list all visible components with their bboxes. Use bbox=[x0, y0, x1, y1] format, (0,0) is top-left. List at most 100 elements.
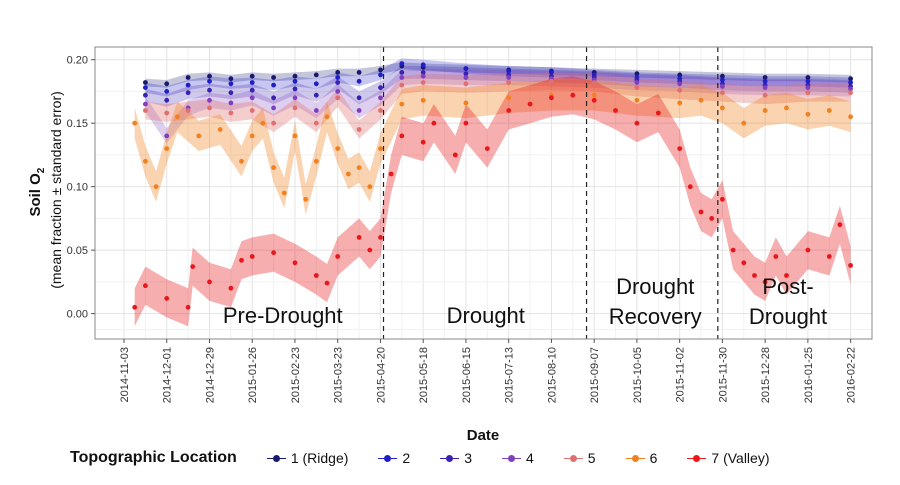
data-point-series-6 bbox=[741, 120, 747, 126]
legend: Topographic Location 1 (Ridge) 2 3 4 5 6 7 (Va… bbox=[70, 446, 890, 470]
data-point-series-6 bbox=[591, 92, 597, 98]
data-point-series-6 bbox=[784, 105, 789, 111]
data-point-series-7 bbox=[784, 273, 789, 278]
legend-dot bbox=[272, 454, 280, 462]
series-band-7 bbox=[134, 76, 851, 327]
data-point-series-6 bbox=[217, 127, 223, 132]
data-point-series-2 bbox=[185, 82, 191, 88]
data-point-series-6 bbox=[260, 120, 266, 126]
data-point-series-7 bbox=[655, 110, 661, 116]
data-point-series-6 bbox=[848, 114, 853, 120]
data-point-series-2 bbox=[271, 82, 276, 88]
series-band-6 bbox=[134, 80, 851, 215]
legend-line bbox=[625, 457, 632, 459]
y-tick-label: 0.15 bbox=[67, 118, 88, 130]
data-point-series-2 bbox=[356, 78, 362, 84]
data-point-series-2 bbox=[506, 68, 512, 74]
data-point-series-7 bbox=[132, 304, 138, 310]
data-point-series-7 bbox=[367, 247, 373, 253]
data-point-series-1 bbox=[378, 67, 383, 73]
data-point-series-6 bbox=[762, 108, 768, 113]
data-point-series-5 bbox=[164, 110, 170, 116]
legend-item-7: 7 (Valley) bbox=[687, 450, 769, 466]
data-point-series-7 bbox=[324, 280, 330, 286]
data-point-series-4 bbox=[762, 85, 768, 90]
data-point-series-5 bbox=[848, 90, 853, 96]
data-point-series-7 bbox=[741, 260, 747, 266]
data-point-series-7 bbox=[143, 283, 148, 289]
legend-line bbox=[700, 457, 707, 459]
legend-line bbox=[638, 457, 645, 459]
data-point-series-7 bbox=[591, 97, 597, 103]
data-point-series-5 bbox=[506, 80, 512, 85]
data-point-series-7 bbox=[463, 120, 469, 126]
legend-label: 5 bbox=[587, 450, 596, 466]
data-point-series-3 bbox=[271, 95, 276, 101]
data-point-series-4 bbox=[143, 101, 148, 107]
data-point-series-4 bbox=[335, 89, 341, 94]
data-point-series-5 bbox=[249, 108, 255, 113]
data-point-series-3 bbox=[399, 70, 405, 75]
legend-label: 3 bbox=[464, 450, 472, 466]
data-point-series-7 bbox=[484, 146, 490, 152]
data-point-series-6 bbox=[826, 108, 832, 113]
data-point-series-2 bbox=[463, 66, 469, 71]
legend-line bbox=[279, 457, 286, 459]
data-point-series-3 bbox=[292, 86, 298, 92]
data-point-series-5 bbox=[292, 105, 298, 111]
legend-line bbox=[576, 457, 583, 459]
data-point-series-2 bbox=[805, 78, 811, 84]
legend-dot bbox=[384, 454, 392, 462]
data-point-series-6 bbox=[239, 158, 244, 164]
data-point-series-1 bbox=[313, 72, 319, 78]
data-point-series-6 bbox=[420, 97, 426, 103]
series-band-2 bbox=[145, 58, 851, 97]
data-point-series-7 bbox=[207, 279, 212, 285]
data-point-series-4 bbox=[399, 75, 405, 80]
x-tick-label: 2015-11-30 bbox=[717, 347, 729, 402]
data-point-series-7 bbox=[613, 108, 618, 113]
data-point-series-2 bbox=[313, 81, 319, 87]
data-point-series-5 bbox=[677, 87, 683, 93]
data-point-series-2 bbox=[164, 89, 170, 94]
data-point-series-4 bbox=[313, 108, 319, 113]
data-point-series-7 bbox=[356, 235, 362, 240]
data-point-series-6 bbox=[271, 165, 276, 171]
data-point-series-5 bbox=[420, 80, 426, 85]
data-point-series-1 bbox=[762, 75, 768, 80]
data-point-series-2 bbox=[335, 75, 341, 80]
data-point-series-2 bbox=[249, 80, 255, 85]
data-point-series-4 bbox=[805, 85, 811, 90]
data-point-series-5 bbox=[762, 92, 768, 98]
plot-background bbox=[95, 47, 872, 339]
data-point-series-5 bbox=[720, 90, 725, 96]
data-point-series-3 bbox=[463, 71, 469, 77]
data-point-series-7 bbox=[677, 146, 683, 152]
x-tick-label: 2014-12-01 bbox=[162, 347, 174, 403]
data-point-series-1 bbox=[720, 73, 725, 79]
data-point-series-2 bbox=[549, 70, 554, 75]
data-point-series-2 bbox=[420, 62, 426, 68]
data-point-series-6 bbox=[132, 120, 138, 126]
data-point-series-7 bbox=[720, 196, 725, 202]
data-point-series-7 bbox=[730, 247, 736, 253]
legend-line bbox=[440, 457, 447, 459]
data-point-series-7 bbox=[313, 273, 319, 278]
data-point-series-6 bbox=[805, 111, 811, 117]
legend-label: 7 (Valley) bbox=[711, 450, 770, 466]
data-point-series-7 bbox=[271, 250, 276, 256]
x-tick-label: 2015-01-26 bbox=[247, 347, 259, 403]
data-point-series-7 bbox=[549, 95, 554, 101]
data-point-series-6 bbox=[463, 100, 469, 106]
data-point-series-1 bbox=[356, 70, 362, 75]
data-point-series-6 bbox=[378, 146, 383, 152]
period-label: Drought bbox=[447, 303, 525, 328]
y-axis-title-line2: (mean fraction ± standard error) bbox=[48, 91, 64, 289]
x-axis-title: Date bbox=[467, 427, 500, 444]
data-point-series-5 bbox=[805, 90, 811, 96]
data-point-series-6 bbox=[281, 190, 287, 196]
data-point-series-3 bbox=[143, 92, 148, 98]
data-point-series-4 bbox=[207, 97, 212, 103]
data-point-series-3 bbox=[313, 92, 319, 98]
data-point-series-2 bbox=[143, 85, 148, 90]
